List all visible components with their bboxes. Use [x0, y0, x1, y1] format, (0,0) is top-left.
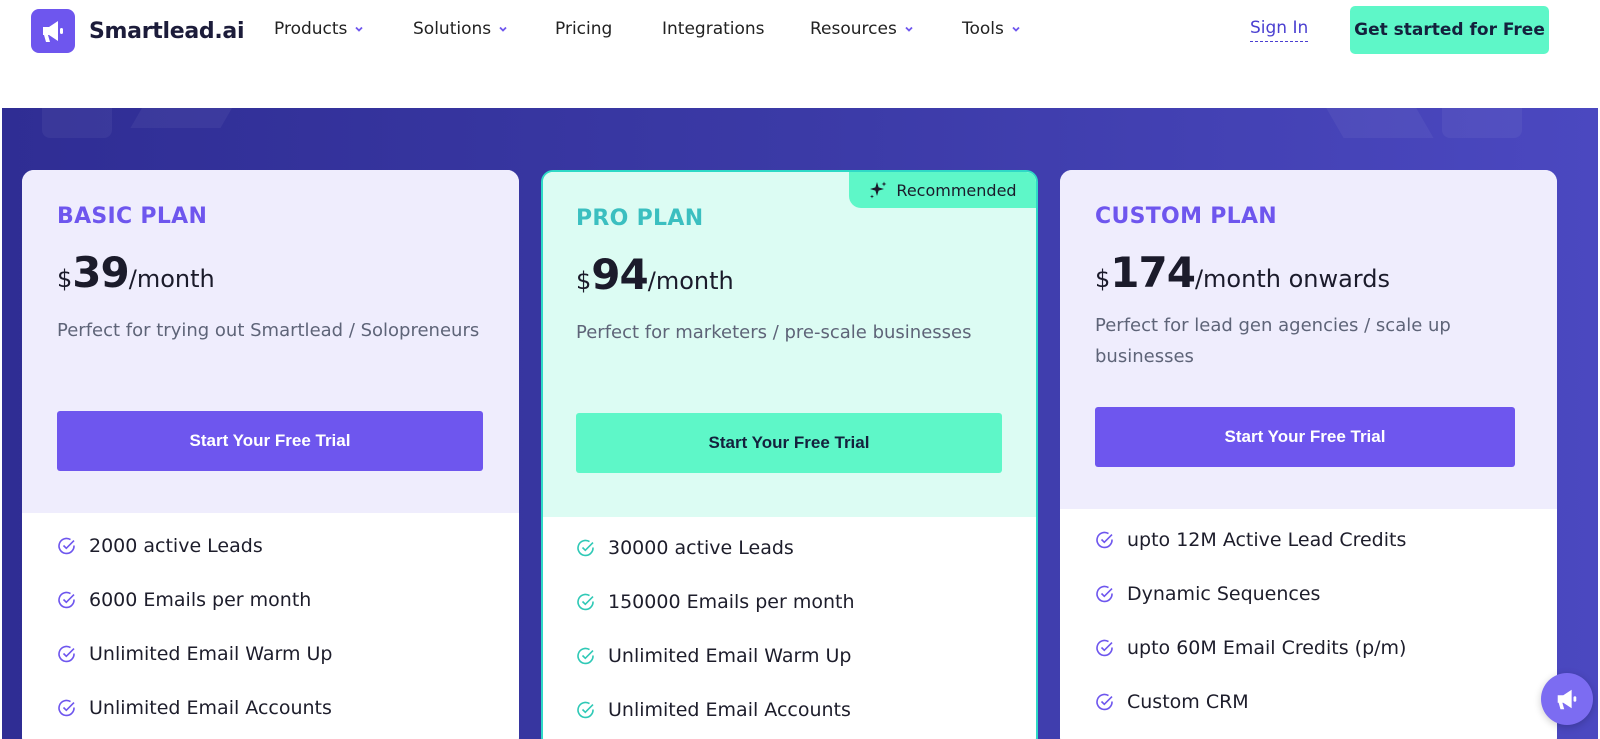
feature-text: Unlimited Email Warm Up — [89, 643, 333, 665]
start-free-trial-button[interactable]: Start Your Free Trial — [576, 413, 1002, 473]
brand-logo[interactable]: Smartlead.ai — [31, 9, 244, 53]
check-circle-icon — [1096, 531, 1113, 549]
top-nav: Smartlead.ai Products Solutions Pricing … — [0, 0, 1600, 108]
list-item: Unlimited Email Warm Up — [576, 629, 1006, 683]
sign-in-link[interactable]: Sign In — [1250, 18, 1309, 42]
nav-tools[interactable]: Tools — [962, 19, 1022, 39]
chevron-down-icon — [499, 26, 507, 32]
feature-list: 2000 active Leads 6000 Emails per month … — [57, 519, 487, 735]
plan-description: Perfect for marketers / pre-scale busine… — [576, 322, 972, 343]
plan-price: $ 174 /month onwards — [1095, 248, 1390, 297]
list-item: 2000 active Leads — [57, 519, 487, 573]
feature-text: Dynamic Sequences — [1127, 583, 1321, 605]
price-amount: 94 — [591, 250, 648, 299]
nav-products-label: Products — [274, 19, 348, 39]
plan-card-header: BASIC PLAN $ 39 /month Perfect for tryin… — [22, 170, 519, 513]
price-amount: 39 — [72, 248, 129, 297]
nav-products[interactable]: Products — [274, 19, 365, 39]
list-item: Unlimited Email Accounts — [57, 681, 487, 735]
check-circle-icon — [58, 699, 75, 717]
plan-card-pro: Recommended PRO PLAN $ 94 /month Perfect… — [541, 170, 1038, 739]
plan-card-basic: BASIC PLAN $ 39 /month Perfect for tryin… — [22, 170, 519, 739]
list-item: upto 60M Email Credits (p/m) — [1095, 621, 1525, 675]
feature-text: 150000 Emails per month — [608, 591, 855, 613]
plan-description: Perfect for lead gen agencies / scale up… — [1095, 315, 1451, 367]
feature-list: 30000 active Leads 150000 Emails per mon… — [576, 521, 1006, 737]
list-item: Unlimited Email Warm Up — [57, 627, 487, 681]
list-item: Custom CRM — [1095, 675, 1525, 729]
feature-text: Unlimited Email Accounts — [89, 697, 332, 719]
get-started-button[interactable]: Get started for Free — [1350, 6, 1549, 54]
recommended-label: Recommended — [896, 180, 1017, 200]
check-circle-icon — [58, 645, 75, 663]
feature-text: 2000 active Leads — [89, 535, 263, 557]
list-item: Dynamic Sequences — [1095, 567, 1525, 621]
nav-pricing-label: Pricing — [555, 19, 613, 39]
check-circle-icon — [58, 537, 75, 555]
feature-list: upto 12M Active Lead Credits Dynamic Seq… — [1095, 513, 1525, 729]
check-circle-icon — [577, 593, 594, 611]
list-item: 150000 Emails per month — [576, 575, 1006, 629]
plan-card-header: Recommended PRO PLAN $ 94 /month Perfect… — [543, 172, 1036, 517]
plan-name: CUSTOM PLAN — [1095, 204, 1277, 229]
start-free-trial-button[interactable]: Start Your Free Trial — [1095, 407, 1515, 467]
feature-text: Unlimited Email Accounts — [608, 699, 851, 721]
feature-text: 6000 Emails per month — [89, 589, 312, 611]
decorative-shape — [130, 108, 244, 128]
plan-name: BASIC PLAN — [57, 204, 208, 229]
plan-card-header: CUSTOM PLAN $ 174 /month onwards Perfect… — [1060, 170, 1557, 509]
decorative-shape — [1442, 108, 1522, 138]
nav-tools-label: Tools — [962, 19, 1004, 39]
feature-text: upto 12M Active Lead Credits — [1127, 529, 1407, 551]
check-circle-icon — [1096, 693, 1113, 711]
check-circle-icon — [577, 539, 594, 557]
chevron-down-icon — [905, 26, 913, 32]
nav-resources-label: Resources — [810, 19, 897, 39]
check-circle-icon — [58, 591, 75, 609]
megaphone-logo-icon — [31, 9, 75, 53]
nav-integrations[interactable]: Integrations — [662, 19, 765, 39]
price-currency: $ — [576, 267, 592, 295]
price-currency: $ — [1095, 265, 1111, 293]
price-period: /month — [647, 267, 734, 295]
list-item: 30000 active Leads — [576, 521, 1006, 575]
chevron-down-icon — [1012, 26, 1020, 32]
check-circle-icon — [577, 701, 594, 719]
decorative-shape — [1320, 108, 1434, 138]
list-item: Unlimited Email Accounts — [576, 683, 1006, 737]
brand-name: Smartlead.ai — [89, 18, 245, 44]
feature-text: 30000 active Leads — [608, 537, 794, 559]
nav-integrations-label: Integrations — [662, 19, 765, 39]
price-amount: 174 — [1110, 248, 1196, 297]
price-period: /month onwards — [1194, 265, 1390, 293]
nav-solutions-label: Solutions — [413, 19, 492, 39]
plan-card-custom: CUSTOM PLAN $ 174 /month onwards Perfect… — [1060, 170, 1557, 739]
plan-price: $ 39 /month — [57, 248, 215, 297]
recommended-badge: Recommended — [849, 172, 1036, 208]
start-free-trial-button[interactable]: Start Your Free Trial — [57, 411, 483, 471]
list-item: 6000 Emails per month — [57, 573, 487, 627]
nav-resources[interactable]: Resources — [810, 19, 915, 39]
check-circle-icon — [1096, 639, 1113, 657]
megaphone-icon — [1557, 689, 1577, 710]
feature-text: Unlimited Email Warm Up — [608, 645, 852, 667]
list-item: upto 12M Active Lead Credits — [1095, 513, 1525, 567]
chevron-down-icon — [355, 26, 364, 32]
chat-widget-button[interactable] — [1541, 673, 1593, 725]
sparkle-icon — [870, 181, 887, 199]
price-period: /month — [128, 265, 215, 293]
feature-text: upto 60M Email Credits (p/m) — [1127, 637, 1407, 659]
price-currency: $ — [57, 265, 73, 293]
feature-text: Custom CRM — [1127, 691, 1249, 713]
check-circle-icon — [577, 647, 594, 665]
check-circle-icon — [1096, 585, 1113, 603]
plan-price: $ 94 /month — [576, 250, 734, 299]
plan-name: PRO PLAN — [576, 206, 704, 231]
decorative-shape — [42, 108, 112, 138]
nav-solutions[interactable]: Solutions — [413, 19, 509, 39]
nav-pricing[interactable]: Pricing — [555, 19, 612, 39]
plan-description: Perfect for trying out Smartlead / Solop… — [57, 320, 480, 341]
